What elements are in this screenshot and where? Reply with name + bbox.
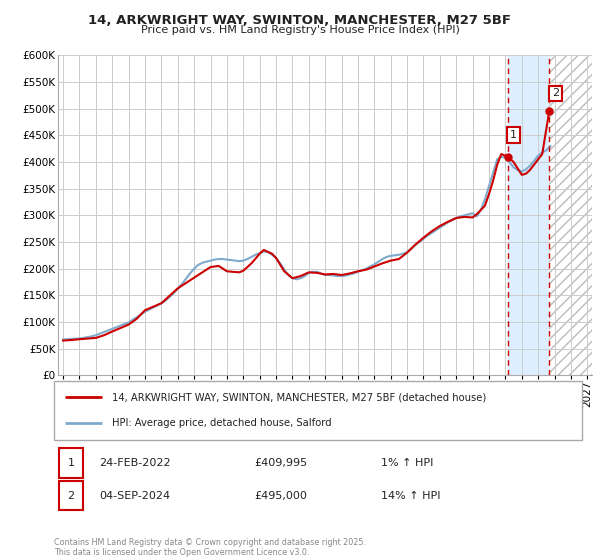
Text: HPI: Average price, detached house, Salford: HPI: Average price, detached house, Salf… <box>112 418 332 428</box>
Text: 04-SEP-2024: 04-SEP-2024 <box>99 491 170 501</box>
Text: 24-FEB-2022: 24-FEB-2022 <box>99 458 170 468</box>
Text: 2: 2 <box>551 88 559 99</box>
Text: 2: 2 <box>67 491 74 501</box>
Bar <box>549 55 592 375</box>
Text: 1: 1 <box>67 458 74 468</box>
Text: £409,995: £409,995 <box>254 458 308 468</box>
FancyBboxPatch shape <box>59 449 83 478</box>
Text: Price paid vs. HM Land Registry's House Price Index (HPI): Price paid vs. HM Land Registry's House … <box>140 25 460 35</box>
Bar <box>549 55 592 375</box>
Text: £495,000: £495,000 <box>254 491 308 501</box>
FancyBboxPatch shape <box>59 481 83 510</box>
FancyBboxPatch shape <box>54 381 582 440</box>
Text: 14, ARKWRIGHT WAY, SWINTON, MANCHESTER, M27 5BF (detached house): 14, ARKWRIGHT WAY, SWINTON, MANCHESTER, … <box>112 392 487 402</box>
Text: 1: 1 <box>510 130 517 140</box>
Text: 14% ↑ HPI: 14% ↑ HPI <box>382 491 441 501</box>
Text: Contains HM Land Registry data © Crown copyright and database right 2025.
This d: Contains HM Land Registry data © Crown c… <box>54 538 366 557</box>
Text: 1% ↑ HPI: 1% ↑ HPI <box>382 458 434 468</box>
Text: 14, ARKWRIGHT WAY, SWINTON, MANCHESTER, M27 5BF: 14, ARKWRIGHT WAY, SWINTON, MANCHESTER, … <box>89 14 511 27</box>
Bar <box>508 55 549 375</box>
